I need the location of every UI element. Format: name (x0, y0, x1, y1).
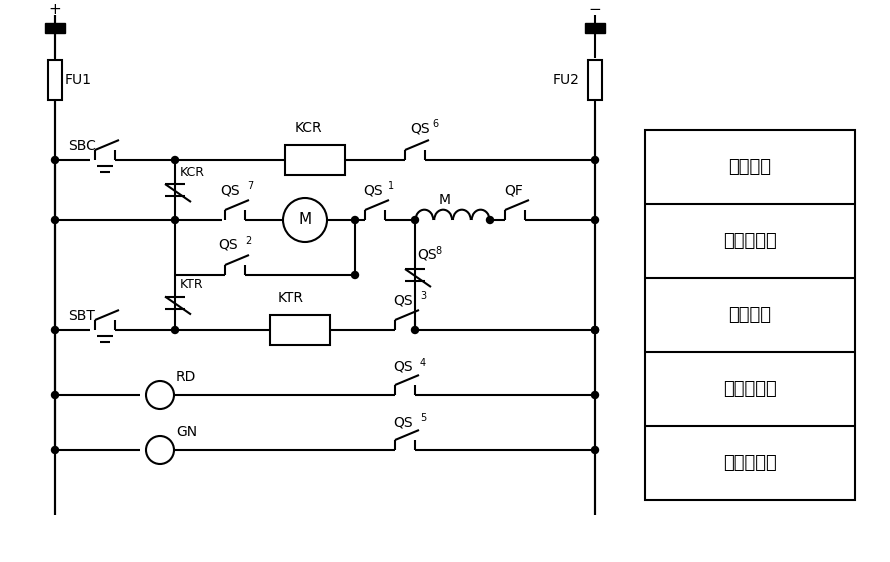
Text: QS: QS (393, 415, 413, 429)
Circle shape (172, 216, 179, 224)
Circle shape (411, 327, 418, 333)
Text: 5: 5 (420, 413, 426, 423)
Text: 6: 6 (432, 119, 438, 129)
Text: M: M (439, 193, 451, 207)
Circle shape (411, 216, 418, 224)
Circle shape (146, 436, 174, 464)
Text: M: M (298, 212, 312, 228)
Text: 7: 7 (247, 181, 254, 191)
Circle shape (487, 216, 493, 224)
Text: 跳闸指示灯: 跳闸指示灯 (724, 454, 777, 472)
Text: 8: 8 (435, 246, 441, 256)
Bar (285, 145, 345, 175)
Bar (585, 23, 605, 33)
Circle shape (172, 156, 179, 164)
Text: KCR: KCR (180, 165, 205, 179)
Text: 2: 2 (245, 236, 251, 246)
Text: −: − (588, 2, 602, 17)
Circle shape (592, 216, 598, 224)
Text: KCR: KCR (295, 121, 323, 135)
Circle shape (146, 381, 174, 409)
Text: QS: QS (220, 183, 239, 197)
Bar (588, 60, 602, 100)
Text: 跳闸回路: 跳闸回路 (729, 306, 772, 324)
Text: QS: QS (417, 248, 437, 262)
Circle shape (52, 156, 59, 164)
Text: +: + (49, 2, 61, 17)
Text: 3: 3 (420, 291, 426, 301)
Bar (270, 315, 330, 345)
Text: 合闸指示灯: 合闸指示灯 (724, 380, 777, 398)
Circle shape (592, 327, 598, 333)
Text: 电动机回路: 电动机回路 (724, 232, 777, 250)
Text: FU1: FU1 (65, 73, 92, 87)
Text: FU2: FU2 (553, 73, 580, 87)
Text: KTR: KTR (278, 291, 304, 305)
Circle shape (592, 327, 598, 333)
Text: 1: 1 (388, 181, 394, 191)
Circle shape (592, 156, 598, 164)
Circle shape (592, 392, 598, 398)
Circle shape (52, 216, 59, 224)
Circle shape (352, 271, 359, 279)
Text: GN: GN (176, 425, 197, 439)
Text: SBC: SBC (68, 139, 96, 153)
Bar (645, 130, 855, 500)
Circle shape (592, 446, 598, 454)
Text: 4: 4 (420, 358, 426, 368)
Text: 合闸回路: 合闸回路 (729, 158, 772, 176)
Text: QF: QF (504, 183, 523, 197)
Text: QS: QS (363, 183, 383, 197)
Circle shape (52, 392, 59, 398)
Circle shape (52, 327, 59, 333)
Text: QS: QS (393, 293, 413, 307)
Text: QS: QS (410, 121, 430, 135)
Text: KTR: KTR (180, 278, 204, 291)
Text: QS: QS (218, 238, 238, 252)
Circle shape (52, 446, 59, 454)
Text: RD: RD (176, 370, 197, 384)
Bar (48, 60, 62, 100)
Circle shape (283, 198, 327, 242)
Text: SBT: SBT (68, 309, 95, 323)
Circle shape (172, 327, 179, 333)
Circle shape (352, 216, 359, 224)
Bar (45, 23, 65, 33)
Text: QS: QS (393, 360, 413, 374)
